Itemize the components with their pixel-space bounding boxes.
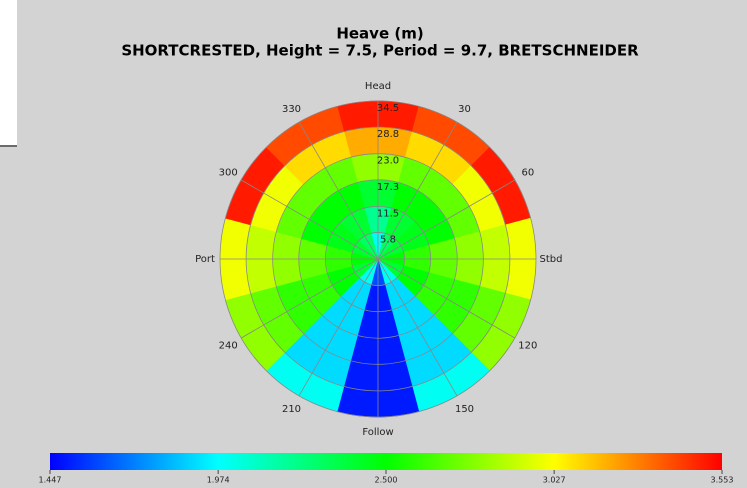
- colorbar-tick-label: 2.500: [375, 476, 398, 485]
- theta-tick-label: 120: [518, 341, 537, 352]
- theta-tick-label: 300: [219, 168, 238, 179]
- theta-tick-label: 30: [458, 104, 471, 115]
- colorbar-tick-label: 3.027: [543, 476, 566, 485]
- r-tick-label: 17.3: [377, 182, 399, 193]
- spoke-grid: [377, 258, 458, 397]
- colorbar-tick-label: 1.974: [207, 476, 230, 485]
- theta-tick-label: 210: [282, 404, 301, 415]
- r-tick-label: 28.8: [377, 129, 399, 140]
- r-tick-label: 5.8: [380, 234, 396, 245]
- spoke-grid: [377, 179, 516, 260]
- theta-tick-label: 330: [282, 104, 301, 115]
- colorbar-tick-label: 1.447: [39, 476, 62, 485]
- theta-tick-label: 240: [219, 341, 238, 352]
- spoke-grid: [377, 258, 516, 339]
- r-tick-label: 23.0: [377, 156, 399, 167]
- theta-tick-label: 60: [521, 168, 534, 179]
- r-tick-label: 34.5: [377, 103, 399, 114]
- colorbar: [50, 453, 722, 470]
- side-panel: [0, 0, 17, 145]
- theta-tick-label: Head: [365, 81, 391, 92]
- spoke-grid: [298, 258, 379, 397]
- spoke-grid: [240, 258, 379, 339]
- chart-title: Heave (m): [336, 25, 423, 43]
- theta-tick-label: Port: [195, 254, 215, 265]
- theta-tick-label: Stbd: [540, 254, 563, 265]
- colorbar-tick-label: 3.553: [711, 476, 734, 485]
- chart-subtitle: SHORTCRESTED, Height = 7.5, Period = 9.7…: [121, 42, 639, 60]
- spoke-grid: [377, 121, 458, 260]
- theta-tick-label: Follow: [362, 427, 393, 438]
- theta-tick-label: 150: [455, 404, 474, 415]
- spoke-grid: [240, 179, 379, 260]
- r-tick-label: 11.5: [377, 208, 399, 219]
- spoke-grid: [298, 121, 379, 260]
